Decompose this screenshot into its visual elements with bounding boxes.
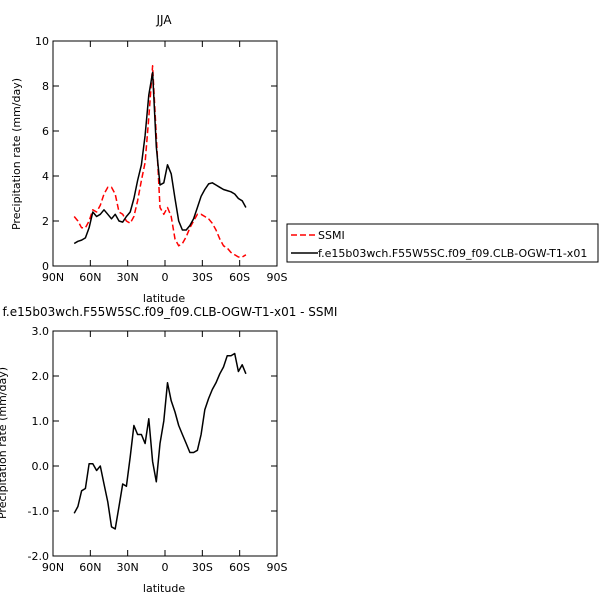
- y-tick-label: 2: [42, 215, 49, 228]
- y-tick-label: 4: [42, 170, 49, 183]
- y-tick-label: -1.0: [28, 505, 49, 518]
- x-tick-label: 90S: [267, 561, 288, 574]
- y-tick-label: 1.0: [32, 415, 50, 428]
- bottom-chart-title: f.e15b03wch.F55W5SC.f09_f09.CLB-OGW-T1-x…: [3, 305, 338, 319]
- top-chart-title: JJA: [155, 13, 172, 27]
- y-tick-label: 0: [42, 260, 49, 273]
- x-tick-label: 30N: [117, 271, 139, 284]
- bottom-y-axis-label: Precipitation rate (mm/day): [0, 367, 9, 519]
- top-x-axis-label: latitude: [143, 292, 185, 305]
- x-tick-label: 60N: [79, 271, 101, 284]
- x-tick-label: 60S: [229, 561, 250, 574]
- top-panel: JJA Precipitation rate (mm/day) 90N 60N 30…: [10, 13, 288, 305]
- y-tick-label: 8: [42, 80, 49, 93]
- y-tick-label: 0.0: [32, 460, 50, 473]
- legend: SSMI f.e15b03wch.F55W5SC.f09_f09.CLB-OGW…: [286, 223, 599, 263]
- legend-ssmi-label: SSMI: [318, 229, 345, 242]
- x-tick-label: 60N: [79, 561, 101, 574]
- x-tick-label: 90N: [42, 271, 64, 284]
- x-tick-label: 0: [162, 561, 169, 574]
- x-tick-label: 90S: [267, 271, 288, 284]
- y-tick-label: -2.0: [28, 550, 49, 563]
- y-tick-label: 6: [42, 125, 49, 138]
- x-tick-label: 30S: [192, 561, 213, 574]
- bottom-plot-area: 90N 60N 30N 0 30S 60S 90S -2.0 -1.0 0.0 1.0 2.0 3.0: [28, 325, 288, 574]
- y-tick-label: 2.0: [32, 370, 50, 383]
- bottom-panel: f.e15b03wch.F55W5SC.f09_f09.CLB-OGW-T1-x…: [0, 305, 337, 595]
- y-tick-label: 10: [35, 35, 49, 48]
- legend-model-label: f.e15b03wch.F55W5SC.f09_f09.CLB-OGW-T1-x…: [318, 247, 587, 260]
- legend-box: [286, 223, 599, 263]
- series-line-1: [73, 65, 247, 258]
- x-tick-label: 30S: [192, 271, 213, 284]
- series-line-1: [73, 352, 247, 530]
- bottom-x-axis-label: latitude: [143, 582, 185, 595]
- x-tick-label: 30N: [117, 561, 139, 574]
- x-tick-label: 90N: [42, 561, 64, 574]
- x-tick-label: 60S: [229, 271, 250, 284]
- top-plot-area: 90N 60N 30N 0 30S 60S 90S 0 2 4 6 8 10: [35, 35, 288, 284]
- y-tick-label: 3.0: [32, 325, 50, 338]
- x-tick-label: 0: [162, 271, 169, 284]
- plot-frame: [52, 40, 278, 267]
- top-y-axis-label: Precipitation rate (mm/day): [10, 78, 23, 230]
- series-line-2: [73, 71, 247, 245]
- plot-frame: [52, 330, 278, 557]
